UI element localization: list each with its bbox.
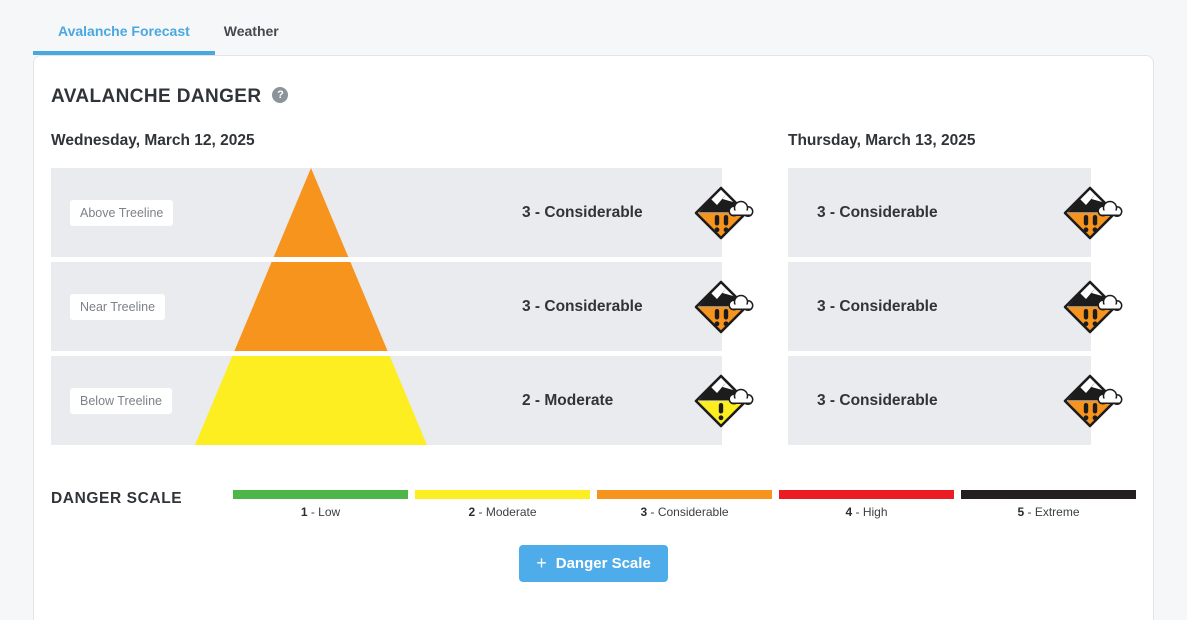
day-column-wednesday: Wednesday, March 12, 2025 Above Treeline… <box>51 132 755 450</box>
scale-level-1: 1 - Low <box>233 490 408 519</box>
danger-rating: 3 - Considerable <box>817 297 938 315</box>
danger-icon-considerable <box>694 280 755 333</box>
scale-level-4: 4 - High <box>779 490 954 519</box>
pyramid-segment-middle <box>234 262 388 351</box>
scale-label-moderate: 2 - Moderate <box>468 505 537 519</box>
forecast-row-near-treeline: 3 - Considerable <box>788 262 1123 351</box>
danger-scale-button-label: Danger Scale <box>555 554 651 572</box>
forecast-row-below-treeline: Below Treeline 2 - Moderate <box>51 356 755 445</box>
scale-bar-extreme <box>961 490 1136 499</box>
forecast-row-above-treeline: Above Treeline 3 - Considerable <box>51 168 755 257</box>
forecast-row-below-treeline: 3 - Considerable <box>788 356 1123 445</box>
title-row: AVALANCHE DANGER ? <box>51 86 1136 108</box>
danger-scale-toggle-button[interactable]: + Danger Scale <box>519 545 668 582</box>
scale-label-low: 1 - Low <box>300 505 341 519</box>
scale-bar-high <box>779 490 954 499</box>
forecast-card: AVALANCHE DANGER ? Wednesday, March 12, … <box>33 55 1154 620</box>
danger-rating: 3 - Considerable <box>817 203 938 221</box>
pyramid-segment-top <box>273 168 349 257</box>
danger-scale-title: DANGER SCALE <box>51 490 183 507</box>
scale-label-extreme: 5 - Extreme <box>1017 505 1080 519</box>
elevation-band-label: Below Treeline <box>70 387 172 414</box>
elevation-band-label: Above Treeline <box>70 199 174 226</box>
scale-level-3: 3 - Considerable <box>597 490 772 519</box>
scale-label-high: 4 - High <box>845 505 888 519</box>
danger-rating: 3 - Considerable <box>522 297 643 315</box>
date-heading: Wednesday, March 12, 2025 <box>51 132 255 149</box>
danger-scale: DANGER SCALE 1 - Low 2 - Moderate 3 - Co… <box>51 490 1136 519</box>
scale-level-5: 5 - Extreme <box>961 490 1136 519</box>
tab-weather[interactable]: Weather <box>223 23 279 39</box>
pyramid-segment-bottom <box>195 356 427 445</box>
elevation-band-label: Near Treeline <box>70 293 166 320</box>
danger-scale-bars: 1 - Low 2 - Moderate 3 - Considerable 4 … <box>233 490 1136 519</box>
forecast-row-near-treeline: Near Treeline 3 - Considerable <box>51 262 755 351</box>
scale-bar-moderate <box>415 490 590 499</box>
tab-bar: Avalanche Forecast Weather <box>0 0 1187 55</box>
page-title: AVALANCHE DANGER <box>51 86 262 107</box>
scale-bar-considerable <box>597 490 772 499</box>
danger-rating: 2 - Moderate <box>522 391 614 409</box>
forecast-grid: Wednesday, March 12, 2025 Above Treeline… <box>51 132 1136 450</box>
danger-rating: 3 - Considerable <box>817 391 938 409</box>
button-row: + Danger Scale <box>51 545 1136 582</box>
forecast-row-above-treeline: 3 - Considerable <box>788 168 1123 257</box>
tab-avalanche-forecast[interactable]: Avalanche Forecast <box>33 23 215 55</box>
help-icon[interactable]: ? <box>272 87 289 103</box>
danger-icon-considerable <box>694 186 755 239</box>
danger-icon-moderate <box>694 374 755 427</box>
plus-icon: + <box>536 553 547 573</box>
scale-label-considerable: 3 - Considerable <box>640 505 729 519</box>
danger-rating: 3 - Considerable <box>522 203 643 221</box>
danger-icon-considerable <box>1063 280 1123 333</box>
scale-level-2: 2 - Moderate <box>415 490 590 519</box>
danger-icon-considerable <box>1063 374 1123 427</box>
danger-icon-considerable <box>1063 186 1123 239</box>
day-column-thursday: Thursday, March 13, 2025 3 - Considerabl… <box>788 132 1123 450</box>
scale-bar-low <box>233 490 408 499</box>
date-heading: Thursday, March 13, 2025 <box>788 132 976 149</box>
